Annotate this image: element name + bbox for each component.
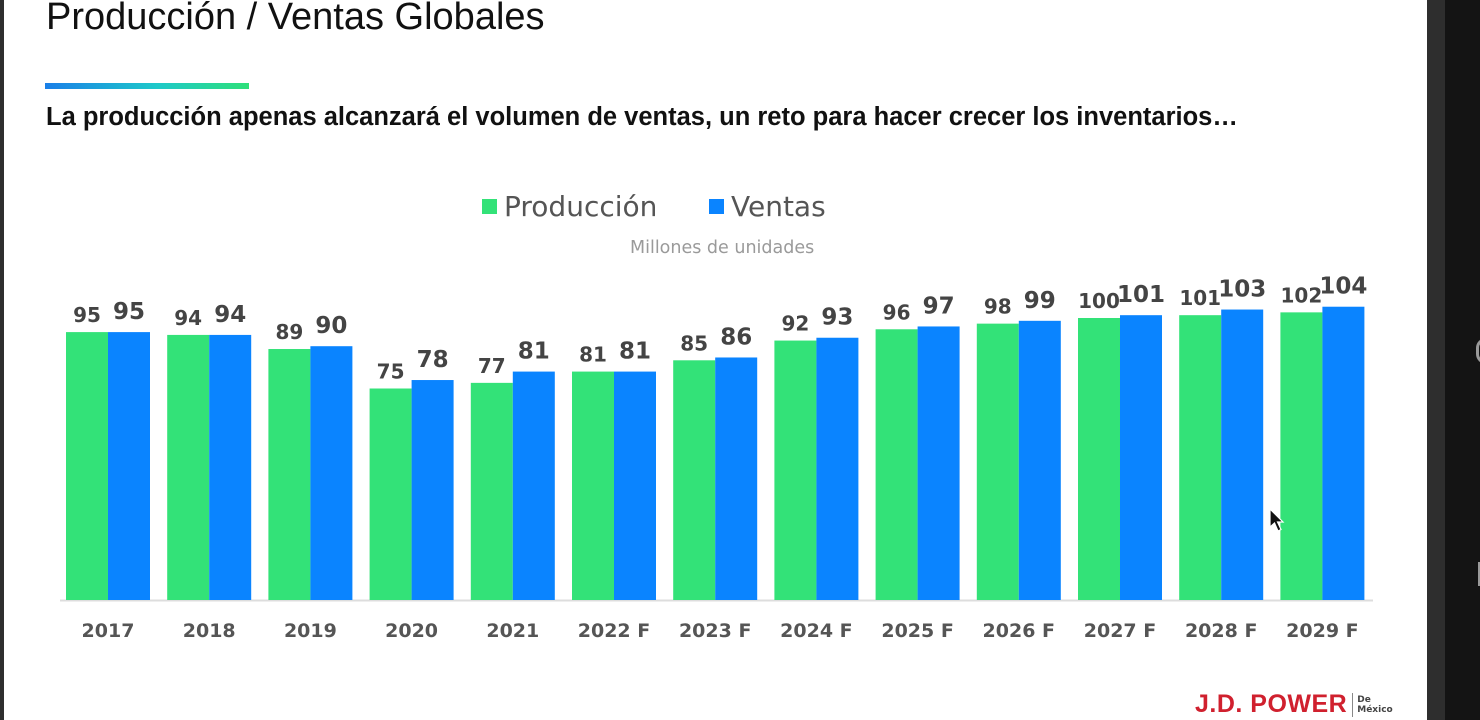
slide-subtitle: La producción apenas alcanzará el volume… [46, 103, 1238, 131]
data-label-ventas: 94 [214, 302, 246, 328]
mouse-cursor-icon [1269, 508, 1285, 532]
legend-label-ventas: Ventas [731, 190, 826, 223]
slide-title: Producción / Ventas Globales [46, 0, 545, 38]
data-label-produccion: 75 [377, 360, 405, 384]
bar-produccion [1179, 315, 1222, 600]
data-label-produccion: 85 [680, 331, 708, 355]
data-label-produccion: 92 [781, 312, 809, 336]
data-label-produccion: 95 [73, 303, 101, 327]
window-left-edge [0, 0, 4, 720]
bar-ventas [411, 380, 454, 600]
bar-ventas [1018, 320, 1061, 600]
bar-ventas [917, 326, 960, 600]
bar-produccion [1280, 312, 1323, 600]
data-label-produccion: 100 [1078, 289, 1120, 313]
legend-item-produccion: Producción [482, 190, 657, 223]
legend-item-ventas: Ventas [709, 190, 826, 223]
partial-edge-icon [1478, 562, 1480, 586]
bar-produccion [875, 329, 918, 600]
data-label-produccion: 77 [478, 354, 506, 378]
data-label-produccion: 102 [1281, 283, 1323, 307]
partial-edge-icon [1476, 338, 1480, 364]
data-label-ventas: 95 [113, 299, 145, 325]
bar-ventas [614, 371, 656, 600]
data-label-ventas: 103 [1218, 277, 1266, 303]
data-label-ventas: 99 [1024, 288, 1056, 314]
data-label-produccion: 81 [579, 343, 607, 367]
bar-ventas [108, 332, 150, 600]
bar-ventas [1120, 315, 1162, 600]
legend-swatch-ventas [709, 199, 724, 214]
x-tick-label: 2018 [183, 620, 236, 642]
logo-sub-line2: México [1357, 704, 1393, 715]
data-label-produccion: 94 [174, 306, 202, 330]
bar-ventas [816, 337, 859, 600]
bar-produccion [268, 349, 311, 600]
legend-swatch-produccion [482, 199, 497, 214]
data-label-ventas: 104 [1319, 274, 1367, 300]
x-tick-label: 2029 F [1286, 620, 1358, 642]
bar-chart: 95 95 2017 94 94 2018 89 90 2019 75 78 2020 77 81 2021… [60, 274, 1373, 642]
bar-produccion [167, 334, 210, 600]
data-label-ventas: 86 [720, 324, 752, 350]
data-label-ventas: 97 [923, 293, 955, 319]
data-label-ventas: 93 [821, 305, 853, 331]
legend-label-produccion: Producción [504, 190, 658, 223]
data-label-ventas: 101 [1117, 282, 1165, 308]
bar-produccion [572, 371, 614, 600]
x-tick-label: 2024 F [780, 620, 852, 642]
x-tick-label: 2025 F [881, 620, 953, 642]
logo-sub-line1: De [1357, 694, 1371, 705]
bar-ventas [715, 357, 758, 600]
chart-units-label: Millones de unidades [630, 238, 815, 258]
x-tick-label: 2019 [284, 620, 337, 642]
bar-produccion [673, 360, 716, 600]
bar-produccion [66, 332, 108, 600]
logo-separator [1352, 692, 1354, 717]
bar-ventas [1221, 309, 1264, 600]
x-tick-label: 2020 [385, 620, 438, 642]
bar-produccion [369, 388, 412, 600]
bar-produccion [774, 340, 817, 600]
data-label-ventas: 81 [619, 339, 651, 365]
bar-produccion [976, 323, 1019, 600]
x-tick-label: 2021 [486, 620, 539, 642]
bar-ventas [1322, 306, 1365, 600]
x-tick-label: 2023 F [679, 620, 751, 642]
bar-produccion [470, 382, 513, 600]
slide: Producción / Ventas Globales La producci… [4, 0, 1427, 720]
data-label-ventas: 78 [417, 347, 449, 373]
logo-sub-text: De México [1357, 695, 1392, 715]
x-tick-label: 2017 [82, 620, 135, 642]
jd-power-logo: J.D. POWER De México [1195, 690, 1393, 719]
window-side-strip [1427, 0, 1445, 720]
x-tick-label: 2026 F [983, 620, 1055, 642]
data-label-produccion: 96 [883, 300, 911, 324]
chart-legend: Producción Ventas [4, 190, 1427, 226]
bar-ventas [512, 371, 555, 600]
bar-ventas [310, 346, 353, 600]
data-label-produccion: 89 [275, 320, 303, 344]
data-label-ventas: 90 [315, 313, 347, 339]
x-tick-label: 2027 F [1084, 620, 1156, 642]
x-tick-label: 2028 F [1185, 620, 1257, 642]
logo-main-text: J.D. POWER [1195, 690, 1348, 718]
bar-produccion [1078, 318, 1120, 600]
bar-ventas [209, 334, 252, 600]
x-tick-label: 2022 F [578, 620, 650, 642]
data-label-produccion: 101 [1179, 286, 1221, 310]
title-accent-bar [45, 83, 249, 89]
data-label-ventas: 81 [518, 339, 550, 365]
data-label-produccion: 98 [984, 295, 1012, 319]
